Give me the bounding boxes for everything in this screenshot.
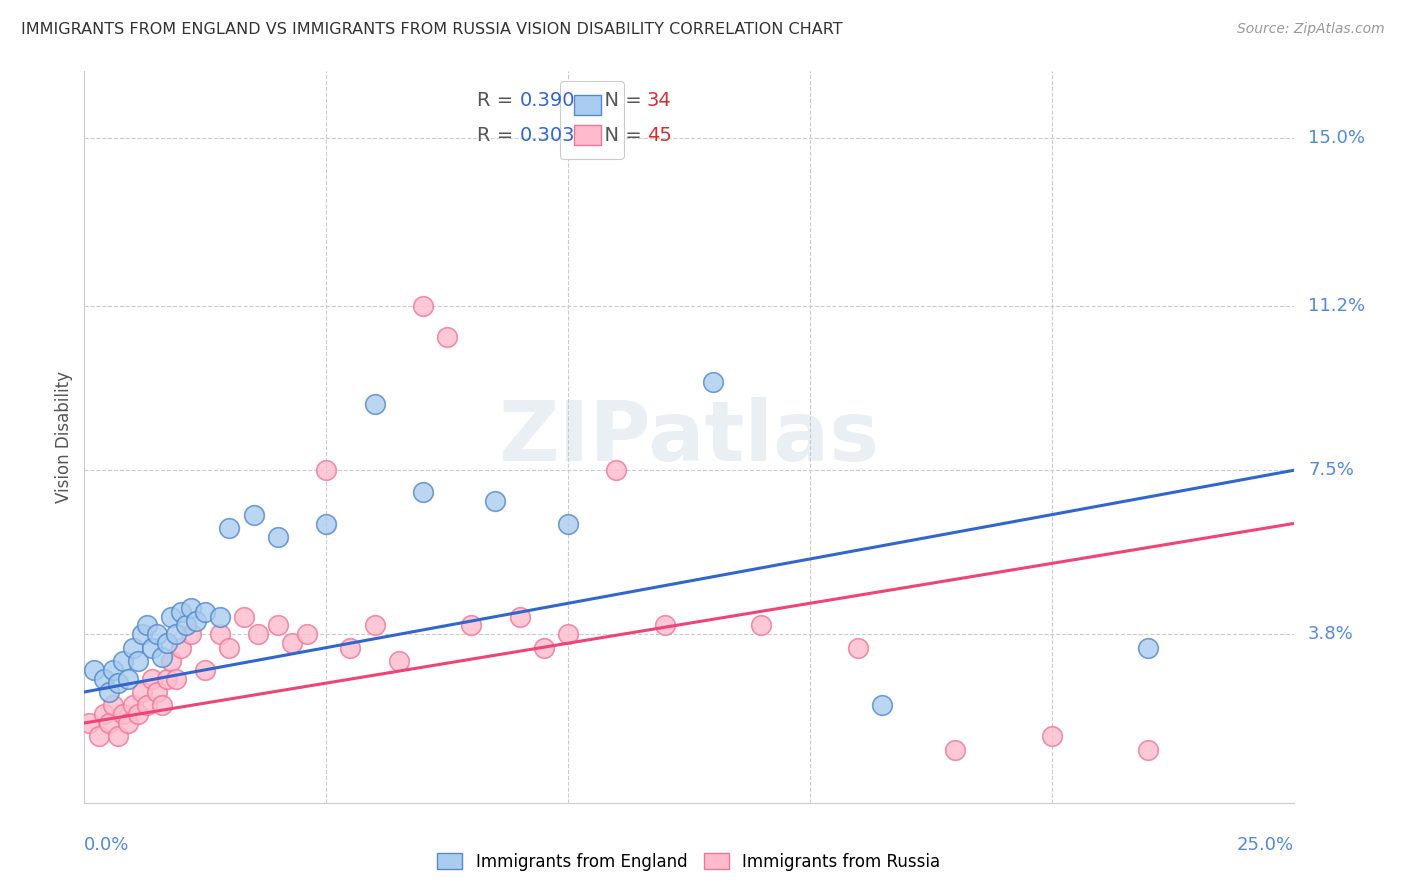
Point — [174, 618, 197, 632]
Text: R =: R = — [478, 127, 520, 145]
Point — [121, 698, 143, 713]
Point — [436, 330, 458, 344]
Point — [557, 516, 579, 531]
Point — [127, 654, 149, 668]
Point — [218, 521, 240, 535]
Point — [112, 654, 135, 668]
Point — [150, 698, 173, 713]
Point — [170, 640, 193, 655]
Point — [1137, 640, 1160, 655]
Text: Source: ZipAtlas.com: Source: ZipAtlas.com — [1237, 22, 1385, 37]
Legend: , : , — [560, 81, 624, 159]
Text: 0.303: 0.303 — [520, 127, 575, 145]
Point — [160, 654, 183, 668]
Point — [846, 640, 869, 655]
Point — [533, 640, 555, 655]
Point — [281, 636, 304, 650]
Point — [165, 627, 187, 641]
Legend: Immigrants from England, Immigrants from Russia: Immigrants from England, Immigrants from… — [429, 845, 949, 880]
Point — [208, 609, 231, 624]
Point — [103, 663, 125, 677]
Point — [117, 716, 139, 731]
Text: N =: N = — [592, 127, 648, 145]
Point — [233, 609, 256, 624]
Point — [160, 609, 183, 624]
Text: 45: 45 — [647, 127, 672, 145]
Point — [460, 618, 482, 632]
Text: 3.8%: 3.8% — [1308, 625, 1354, 643]
Point — [136, 698, 159, 713]
Point — [112, 707, 135, 722]
Point — [557, 627, 579, 641]
Point — [242, 508, 264, 522]
Point — [141, 672, 163, 686]
Point — [412, 299, 434, 313]
Point — [315, 516, 337, 531]
Point — [87, 729, 110, 743]
Point — [1137, 742, 1160, 756]
Point — [339, 640, 361, 655]
Point — [97, 716, 120, 731]
Point — [131, 685, 153, 699]
Point — [107, 729, 129, 743]
Point — [605, 463, 627, 477]
Point — [872, 698, 894, 713]
Point — [77, 716, 100, 731]
Text: ZIPatlas: ZIPatlas — [499, 397, 879, 477]
Point — [180, 627, 202, 641]
Point — [117, 672, 139, 686]
Point — [97, 685, 120, 699]
Point — [155, 672, 177, 686]
Point — [165, 672, 187, 686]
Point — [208, 627, 231, 641]
Point — [388, 654, 411, 668]
Point — [131, 627, 153, 641]
Point — [180, 600, 202, 615]
Text: 0.0%: 0.0% — [84, 836, 129, 854]
Text: 25.0%: 25.0% — [1236, 836, 1294, 854]
Point — [93, 707, 115, 722]
Text: 7.5%: 7.5% — [1308, 461, 1354, 479]
Point — [155, 636, 177, 650]
Point — [943, 742, 966, 756]
Point — [412, 485, 434, 500]
Point — [1040, 729, 1063, 743]
Text: 0.390: 0.390 — [520, 91, 575, 110]
Y-axis label: Vision Disability: Vision Disability — [55, 371, 73, 503]
Point — [170, 605, 193, 619]
Point — [83, 663, 105, 677]
Point — [363, 618, 385, 632]
Point — [247, 627, 270, 641]
Text: 11.2%: 11.2% — [1308, 297, 1365, 315]
Point — [267, 618, 290, 632]
Point — [127, 707, 149, 722]
Point — [150, 649, 173, 664]
Text: R =: R = — [478, 91, 520, 110]
Point — [103, 698, 125, 713]
Point — [93, 672, 115, 686]
Point — [315, 463, 337, 477]
Point — [751, 618, 773, 632]
Point — [136, 618, 159, 632]
Point — [184, 614, 207, 628]
Text: 15.0%: 15.0% — [1308, 128, 1365, 147]
Point — [702, 375, 724, 389]
Point — [194, 605, 217, 619]
Point — [267, 530, 290, 544]
Point — [484, 494, 506, 508]
Point — [654, 618, 676, 632]
Point — [363, 397, 385, 411]
Point — [194, 663, 217, 677]
Point — [141, 640, 163, 655]
Point — [509, 609, 531, 624]
Text: N =: N = — [592, 91, 648, 110]
Point — [146, 627, 169, 641]
Text: IMMIGRANTS FROM ENGLAND VS IMMIGRANTS FROM RUSSIA VISION DISABILITY CORRELATION : IMMIGRANTS FROM ENGLAND VS IMMIGRANTS FR… — [21, 22, 842, 37]
Point — [107, 676, 129, 690]
Point — [218, 640, 240, 655]
Point — [121, 640, 143, 655]
Point — [146, 685, 169, 699]
Point — [295, 627, 318, 641]
Text: 34: 34 — [647, 91, 672, 110]
